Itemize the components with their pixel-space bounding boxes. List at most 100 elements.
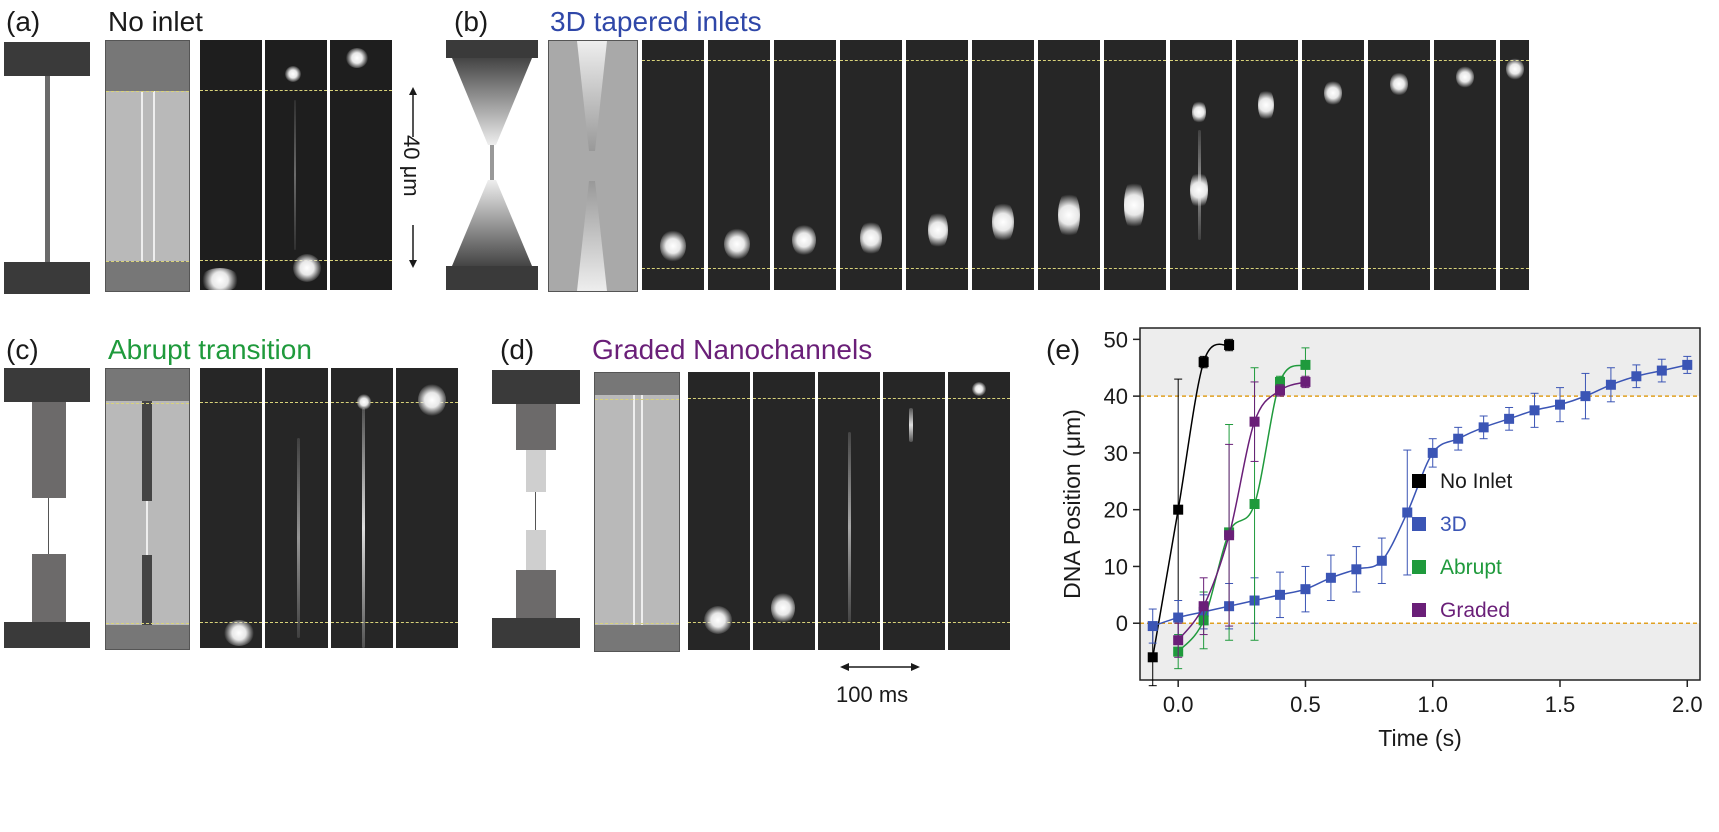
fluorescence-frame-c2 (265, 368, 328, 648)
series-line-abrupt (1177, 364, 1306, 653)
panel-label-a: (a) (6, 6, 41, 37)
x-tick-label: 1.5 (1545, 692, 1576, 717)
sem-image-no-inlet (105, 40, 190, 292)
fluorescence-frame-c4 (396, 368, 458, 648)
data-point-graded (1173, 635, 1184, 646)
dna-position-chart: 0.0 0.5 1.0 1.5 2.0 0 10 20 30 40 50 Time (s) DNA Po… (1059, 327, 1703, 751)
frame-3d-05 (906, 40, 968, 290)
data-point-graded (1275, 385, 1285, 396)
data-point-3d (1605, 379, 1616, 390)
data-point-3d (1351, 564, 1362, 575)
fluorescence-frame-d5 (948, 372, 1010, 650)
sem-image-abrupt (105, 368, 190, 650)
fluorescence-frame-a1 (200, 40, 262, 290)
schematic-abrupt (4, 368, 90, 648)
shaded-region-bottom (1140, 623, 1700, 680)
legend-label-no-inlet: No Inlet (1440, 470, 1513, 493)
data-point-graded (1249, 416, 1260, 427)
fluorescence-frame-d4 (883, 372, 945, 650)
y-tick-label: 0 (1116, 611, 1128, 636)
data-point-abrupt (1249, 499, 1260, 509)
x-tick-label: 0.5 (1290, 692, 1321, 717)
fluorescence-frame-d1 (688, 372, 750, 650)
panel-label-c: (c) (6, 334, 39, 365)
series-line-3d (1152, 364, 1688, 627)
y-tick-label: 10 (1104, 554, 1128, 579)
scale-label-40um: 40 μm (399, 135, 424, 197)
frame-3d-09 (1170, 40, 1232, 290)
sem-image-graded (594, 372, 680, 652)
data-point-3d (1173, 612, 1184, 623)
data-point-3d (1325, 572, 1336, 583)
fluorescence-frame-d3 (818, 372, 880, 650)
panel-label-d: (d) (500, 334, 535, 365)
frame-3d-11 (1302, 40, 1364, 290)
data-point-no-inlet (1224, 340, 1235, 351)
time-scale-arrow (840, 663, 920, 671)
shaded-region-top (1140, 328, 1700, 397)
frame-3d-01 (642, 40, 704, 290)
fluorescence-frame-d2 (753, 372, 815, 650)
legend-label-graded: Graded (1440, 599, 1510, 622)
panel-title-a: No inlet (108, 6, 203, 37)
legend-marker-graded (1412, 603, 1426, 617)
fluorescence-frame-c1 (200, 368, 262, 648)
y-tick-label: 40 (1104, 384, 1128, 409)
x-tick-label: 2.0 (1672, 692, 1703, 717)
panel-title-b: 3D tapered inlets (550, 6, 762, 37)
data-point-3d (1376, 555, 1387, 566)
data-point-3d (1402, 507, 1413, 518)
data-point-3d (1580, 391, 1591, 402)
x-axis-label: Time (s) (1378, 725, 1461, 751)
data-point-graded (1198, 601, 1209, 612)
data-point-no-inlet (1147, 652, 1158, 663)
data-point-3d (1555, 399, 1565, 410)
schematic-no-inlet (4, 42, 90, 294)
legend-label-3d: 3D (1440, 513, 1467, 536)
fluorescence-strip-3d (642, 40, 1529, 290)
legend-label-abrupt: Abrupt (1440, 556, 1502, 579)
data-point-3d (1453, 433, 1464, 444)
frame-3d-04 (840, 40, 902, 290)
data-point-3d (1504, 413, 1515, 424)
data-point-3d (1300, 584, 1311, 595)
y-tick-label: 50 (1104, 327, 1128, 352)
plot-frame (1139, 327, 1701, 681)
frame-3d-14 (1500, 40, 1529, 290)
x-tick-label: 1.0 (1417, 692, 1448, 717)
panel-label-e: (e) (1046, 334, 1081, 365)
data-point-3d (1427, 447, 1438, 458)
frame-3d-03 (774, 40, 836, 290)
data-point-no-inlet (1198, 357, 1209, 368)
y-axis-label: DNA Position (μm) (1059, 409, 1085, 599)
data-point-no-inlet (1173, 504, 1184, 515)
data-point-3d (1656, 365, 1667, 376)
frame-3d-06 (972, 40, 1034, 290)
panel-title-d: Graded Nanochannels (592, 334, 873, 365)
fluorescence-frame-c3 (331, 368, 393, 648)
y-tick-label: 20 (1104, 498, 1128, 523)
data-point-graded (1224, 530, 1235, 541)
legend-marker-abrupt (1412, 560, 1426, 574)
x-tick-label: 0.0 (1163, 692, 1194, 717)
scale-arrow-40um (409, 87, 417, 268)
data-point-graded (1300, 376, 1311, 387)
frame-3d-12 (1368, 40, 1430, 290)
data-point-3d (1275, 589, 1285, 600)
data-point-3d (1529, 405, 1540, 416)
legend-marker-3d (1412, 517, 1426, 531)
frame-3d-02 (708, 40, 770, 290)
panel-label-b: (b) (454, 6, 489, 37)
panel-title-c: Abrupt transition (108, 334, 312, 365)
data-point-3d (1631, 371, 1642, 382)
schematic-3d-tapered (446, 40, 538, 290)
data-point-abrupt (1300, 359, 1311, 370)
frame-3d-08 (1104, 40, 1166, 290)
data-point-abrupt (1275, 376, 1285, 387)
data-point-3d (1478, 422, 1489, 433)
fluorescence-frame-a2 (265, 40, 327, 290)
series-line-graded (1177, 381, 1306, 641)
frame-3d-10 (1236, 40, 1298, 290)
schematic-graded (492, 370, 580, 648)
legend-marker-no-inlet (1412, 474, 1426, 488)
